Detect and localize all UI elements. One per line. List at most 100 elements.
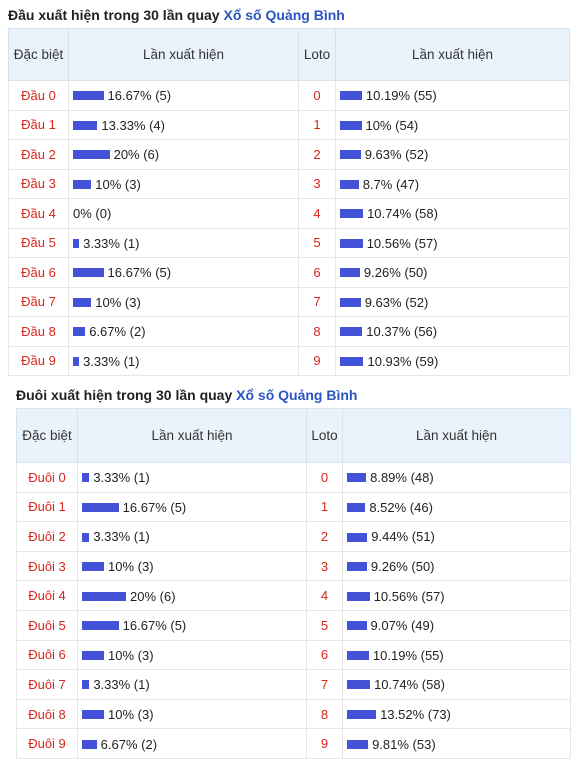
frequency-cell: 20% (6) bbox=[77, 580, 307, 611]
loto-number[interactable]: 1 bbox=[306, 491, 343, 523]
loto-frequency-bar bbox=[340, 327, 363, 337]
loto-number[interactable]: 5 bbox=[298, 227, 336, 258]
row-label[interactable]: Đầu 4 bbox=[8, 198, 69, 229]
loto-frequency-bar bbox=[347, 562, 367, 572]
loto-number[interactable]: 4 bbox=[298, 198, 336, 229]
frequency-bar bbox=[73, 150, 110, 160]
loto-number[interactable]: 8 bbox=[306, 698, 343, 730]
dau-header-lan-2: Lần xuất hiện bbox=[335, 28, 570, 81]
loto-frequency-cell: 9.63% (52) bbox=[335, 286, 570, 317]
loto-number[interactable]: 9 bbox=[306, 728, 343, 759]
loto-frequency-cell: 9.63% (52) bbox=[335, 139, 570, 170]
loto-frequency-cell: 10.56% (57) bbox=[335, 227, 570, 258]
frequency-bar bbox=[73, 238, 80, 248]
loto-frequency-value: 9.07% (49) bbox=[370, 618, 435, 634]
row-label[interactable]: Đầu 2 bbox=[8, 139, 69, 170]
frequency-bar bbox=[73, 120, 98, 130]
duoi-table: Đặc biệt Lần xuất hiện Loto Lần xuất hiệ… bbox=[16, 408, 571, 759]
frequency-bar bbox=[82, 710, 104, 720]
row-label[interactable]: Đầu 0 bbox=[8, 80, 69, 111]
loto-number[interactable]: 9 bbox=[298, 345, 336, 376]
frequency-bar bbox=[73, 179, 92, 189]
frequency-bar bbox=[82, 621, 119, 631]
loto-number[interactable]: 3 bbox=[298, 168, 336, 199]
loto-number[interactable]: 0 bbox=[306, 462, 343, 493]
frequency-bar bbox=[82, 739, 97, 749]
frequency-bar bbox=[82, 591, 126, 601]
loto-number[interactable]: 1 bbox=[298, 109, 336, 140]
frequency-cell: 0% (0) bbox=[68, 198, 299, 229]
dau-table: Đặc biệt Lần xuất hiện Loto Lần xuất hiệ… bbox=[8, 28, 570, 376]
frequency-cell: 13.33% (4) bbox=[68, 109, 299, 140]
row-label[interactable]: Đuôi 3 bbox=[16, 550, 78, 582]
row-label[interactable]: Đầu 7 bbox=[8, 286, 69, 317]
loto-number[interactable]: 0 bbox=[298, 80, 336, 111]
row-label[interactable]: Đuôi 4 bbox=[16, 580, 78, 611]
frequency-bar bbox=[82, 502, 119, 512]
loto-number[interactable]: 7 bbox=[298, 286, 336, 317]
loto-frequency-value: 9.63% (52) bbox=[364, 147, 429, 163]
dau-title-text: Đầu xuất hiện trong 30 lần quay bbox=[8, 7, 224, 23]
frequency-value: 3.33% (1) bbox=[93, 677, 150, 693]
frequency-value: 16.67% (5) bbox=[107, 265, 172, 281]
frequency-value: 20% (6) bbox=[130, 588, 176, 604]
row-label[interactable]: Đuôi 6 bbox=[16, 639, 78, 671]
row-label[interactable]: Đuôi 1 bbox=[16, 491, 78, 523]
duoi-title-link[interactable]: Xổ số Quảng Bình bbox=[236, 387, 358, 403]
frequency-bar bbox=[73, 268, 104, 278]
frequency-cell: 3.33% (1) bbox=[77, 521, 307, 552]
table-row: Đuôi 1 16.67% (5) 1 8.52% (46) bbox=[16, 491, 571, 523]
table-row: Đầu 4 0% (0) 4 10.74% (58) bbox=[8, 198, 570, 229]
frequency-bar bbox=[73, 91, 104, 101]
loto-number[interactable]: 6 bbox=[306, 639, 343, 671]
loto-number[interactable]: 2 bbox=[306, 521, 343, 552]
table-row: Đuôi 7 3.33% (1) 7 10.74% (58) bbox=[16, 669, 571, 700]
loto-frequency-value: 8.89% (48) bbox=[370, 470, 434, 486]
loto-number[interactable]: 6 bbox=[298, 257, 336, 288]
row-label[interactable]: Đầu 3 bbox=[8, 168, 69, 199]
row-label[interactable]: Đuôi 5 bbox=[16, 609, 78, 641]
row-label[interactable]: Đuôi 2 bbox=[16, 521, 78, 552]
loto-frequency-value: 9.44% (51) bbox=[371, 529, 435, 545]
loto-frequency-value: 8.52% (46) bbox=[369, 499, 433, 515]
table-row: Đầu 9 3.33% (1) 9 10.93% (59) bbox=[8, 345, 570, 376]
loto-number[interactable]: 8 bbox=[298, 316, 336, 347]
loto-number[interactable]: 5 bbox=[306, 609, 343, 641]
dau-header-dacbiet: Đặc biệt bbox=[8, 28, 69, 81]
loto-frequency-bar bbox=[347, 710, 377, 720]
row-label[interactable]: Đầu 5 bbox=[8, 227, 69, 258]
loto-number[interactable]: 7 bbox=[306, 669, 343, 700]
frequency-value: 6.67% (2) bbox=[89, 324, 146, 340]
loto-frequency-value: 8.7% (47) bbox=[362, 176, 420, 192]
loto-frequency-bar bbox=[340, 209, 364, 219]
loto-number[interactable]: 3 bbox=[306, 550, 343, 582]
table-row: Đầu 3 10% (3) 3 8.7% (47) bbox=[8, 168, 570, 199]
table-row: Đuôi 2 3.33% (1) 2 9.44% (51) bbox=[16, 521, 571, 552]
row-label[interactable]: Đuôi 7 bbox=[16, 669, 78, 700]
row-label[interactable]: Đầu 6 bbox=[8, 257, 69, 288]
frequency-cell: 20% (6) bbox=[68, 139, 299, 170]
loto-number[interactable]: 2 bbox=[298, 139, 336, 170]
loto-frequency-bar bbox=[347, 532, 368, 542]
loto-frequency-cell: 9.81% (53) bbox=[342, 728, 571, 759]
dau-section: Đầu xuất hiện trong 30 lần quay Xổ số Qu… bbox=[8, 0, 570, 376]
loto-frequency-cell: 9.26% (50) bbox=[335, 257, 570, 288]
frequency-value: 20% (6) bbox=[113, 147, 160, 163]
frequency-value: 3.33% (1) bbox=[83, 353, 140, 369]
row-label[interactable]: Đầu 9 bbox=[8, 345, 69, 376]
dau-header-row: Đặc biệt Lần xuất hiện Loto Lần xuất hiệ… bbox=[8, 28, 570, 81]
loto-number[interactable]: 4 bbox=[306, 580, 343, 611]
loto-frequency-bar bbox=[340, 356, 364, 366]
loto-frequency-cell: 10.19% (55) bbox=[342, 639, 571, 671]
row-label[interactable]: Đuôi 9 bbox=[16, 728, 78, 759]
dau-title-link[interactable]: Xổ số Quảng Bình bbox=[223, 7, 345, 23]
loto-frequency-value: 9.26% (50) bbox=[363, 265, 428, 281]
loto-frequency-bar bbox=[340, 179, 359, 189]
frequency-cell: 10% (3) bbox=[68, 286, 299, 317]
duoi-table-body: Đuôi 0 3.33% (1) 0 8.89% (48) Đuôi 1 16.67% (… bbox=[16, 462, 571, 759]
row-label[interactable]: Đầu 1 bbox=[8, 109, 69, 140]
row-label[interactable]: Đuôi 0 bbox=[16, 462, 78, 493]
row-label[interactable]: Đầu 8 bbox=[8, 316, 69, 347]
row-label[interactable]: Đuôi 8 bbox=[16, 698, 78, 730]
loto-frequency-bar bbox=[347, 680, 371, 690]
